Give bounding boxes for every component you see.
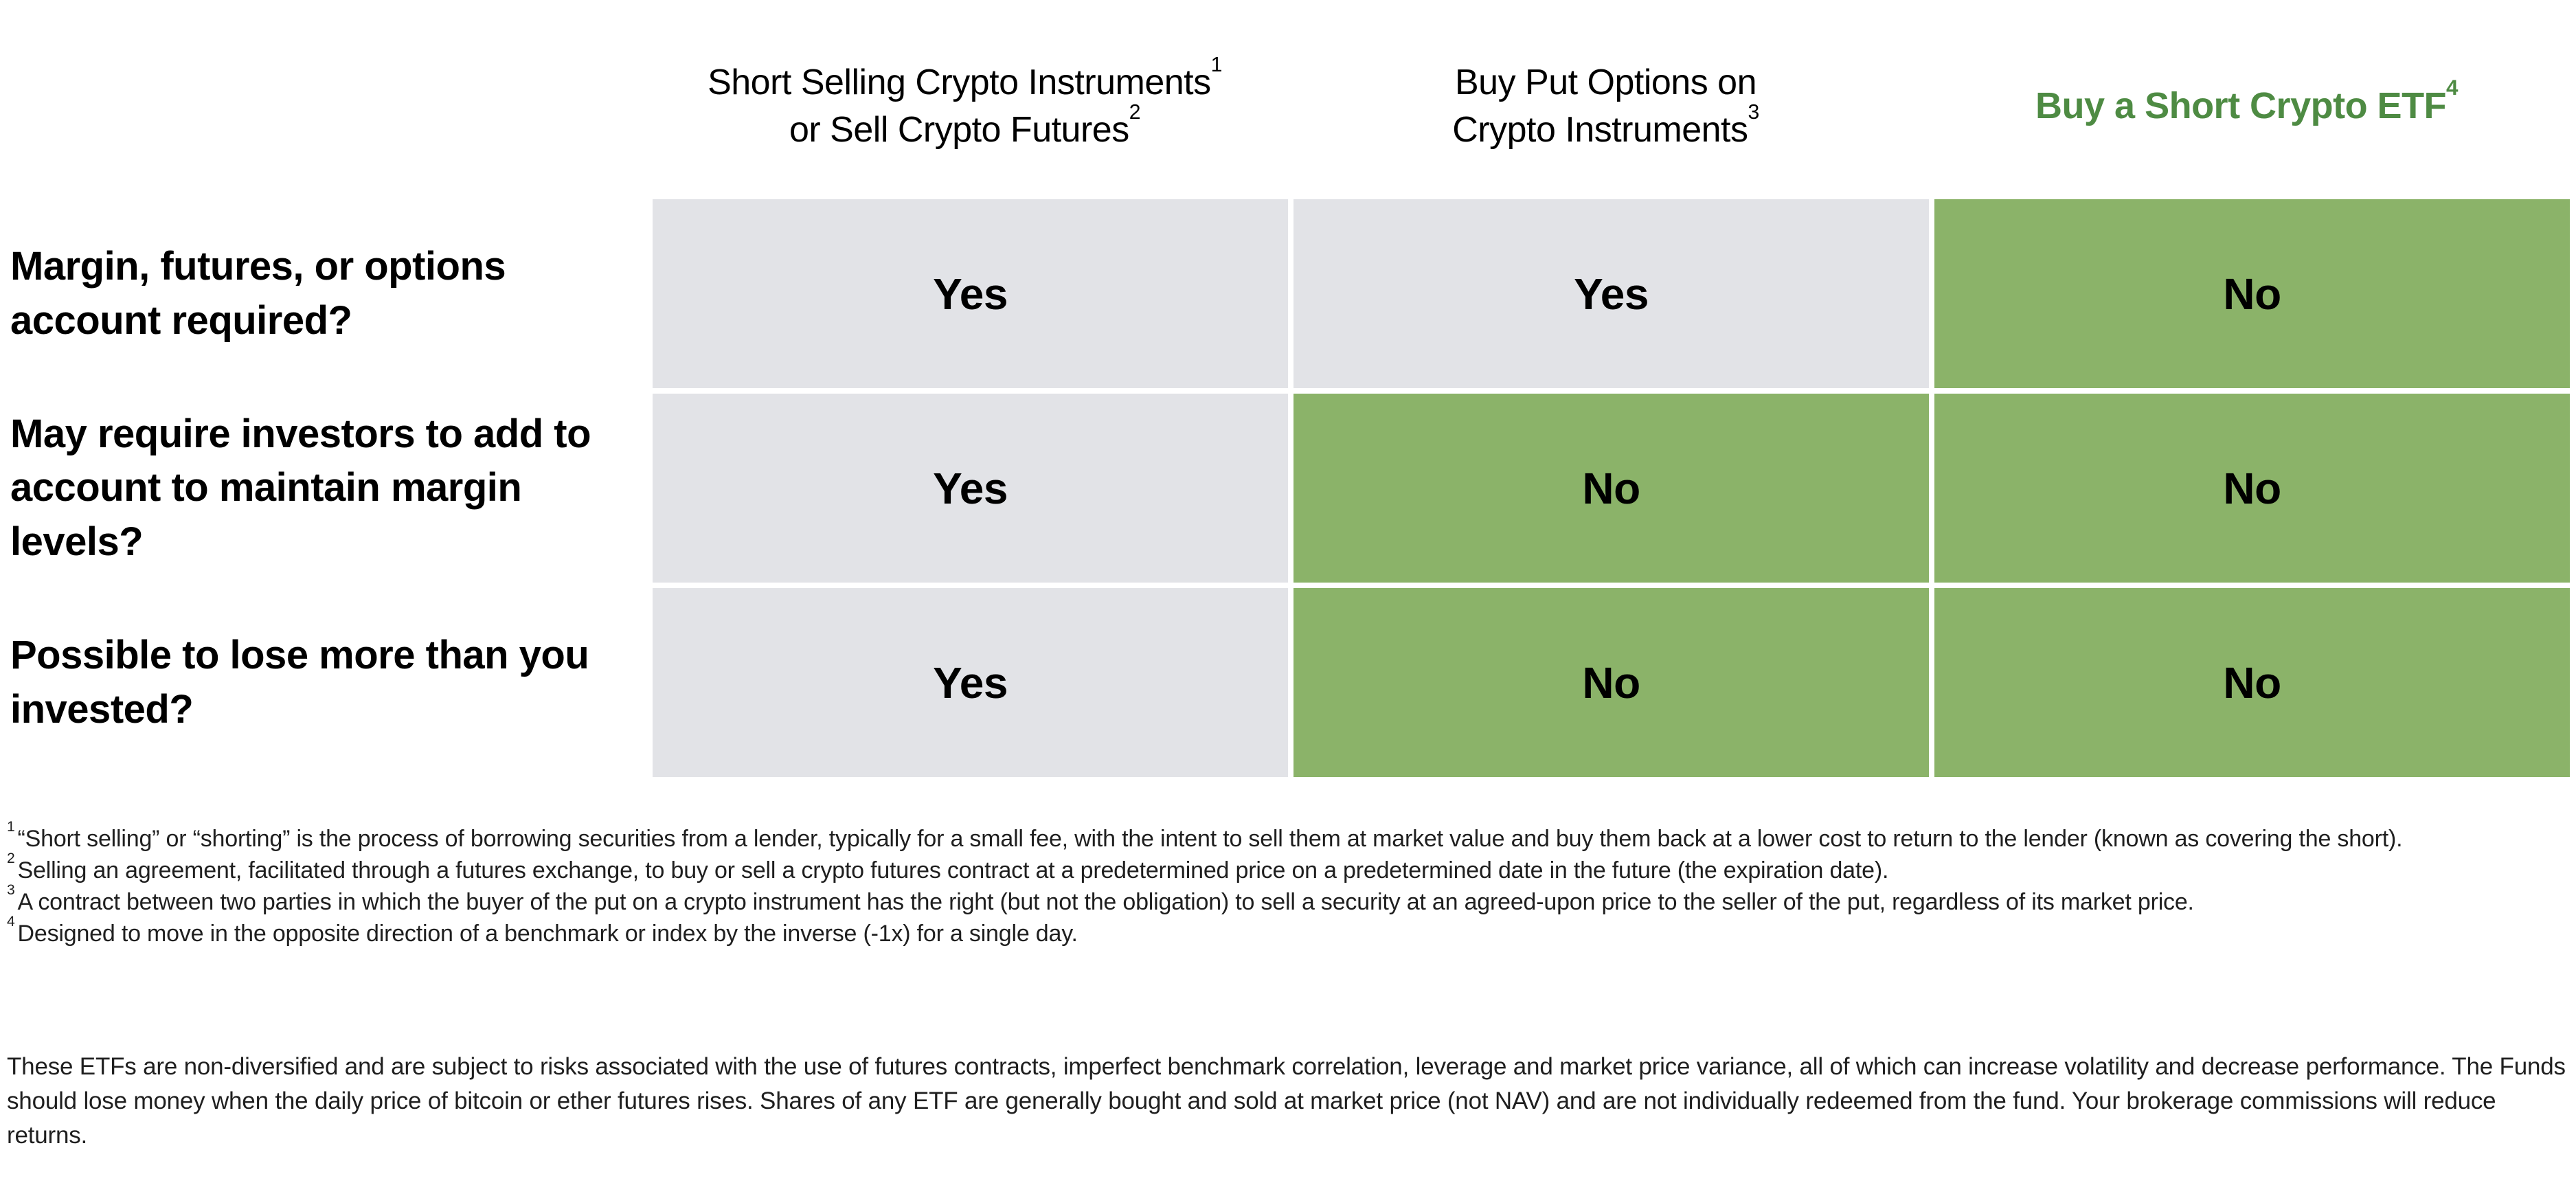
column-header-short-crypto-etf: Buy a Short Crypto ETF4 [1929, 34, 2564, 179]
footnote-3-text: A contract between two parties in which … [17, 889, 2194, 915]
row-question-maintain-margin: May require investors to add to account … [0, 394, 647, 583]
answer-cell-r2c3: No [1934, 394, 2570, 583]
footnote-4-marker: 4 [7, 914, 15, 930]
answer-cell-r1c1: Yes [653, 199, 1288, 388]
header-col3-footnote-marker: 4 [2446, 75, 2458, 100]
answer-cell-r3c3: No [1934, 588, 2570, 777]
row-question-lose-more: Possible to lose more than you invested? [0, 588, 647, 777]
header-col2-line2: Crypto Instruments [1452, 110, 1748, 150]
comparison-table: Margin, futures, or options account requ… [0, 199, 2570, 777]
answer-cell-r2c1: Yes [653, 394, 1288, 583]
answer-cell-r1c3: No [1934, 199, 2570, 388]
header-col1-footnote-marker-2: 2 [1129, 100, 1141, 124]
header-col1-line2: or Sell Crypto Futures [789, 110, 1129, 150]
column-header-short-selling: Short Selling Crypto Instruments1 or Sel… [647, 34, 1283, 179]
header-col1-footnote-marker-1: 1 [1210, 53, 1223, 76]
header-col3-title: Buy a Short Crypto ETF [2035, 85, 2447, 127]
footnote-1-marker: 1 [7, 819, 15, 835]
header-col1-line1: Short Selling Crypto Instruments [708, 63, 1211, 103]
column-header-short-crypto-etf-text: Buy a Short Crypto ETF4 [2035, 77, 2458, 131]
answer-cell-r1c2: Yes [1293, 199, 1929, 388]
footnote-4-text: Designed to move in the opposite directi… [17, 921, 1078, 947]
footnotes-block: 1 “Short selling” or “shorting” is the pr… [7, 820, 2562, 949]
footnote-2-text: Selling an agreement, facilitated throug… [17, 857, 1889, 883]
footnote-4: 4 Designed to move in the opposite direct… [7, 914, 2562, 949]
footnote-2-marker: 2 [7, 851, 15, 867]
answer-cell-r3c2: No [1293, 588, 1929, 777]
footnote-1-text: “Short selling” or “shorting” is the pro… [17, 826, 2403, 852]
header-col2-line1: Buy Put Options on [1454, 63, 1757, 103]
column-header-short-selling-text: Short Selling Crypto Instruments1 or Sel… [708, 54, 1222, 153]
disclaimer-paragraph: These ETFs are non-diversified and are s… [7, 1053, 2566, 1149]
row-question-account-required: Margin, futures, or options account requ… [0, 199, 647, 388]
header-col2-footnote-marker: 3 [1748, 100, 1759, 124]
column-headers: Short Selling Crypto Instruments1 or Sel… [647, 34, 2570, 179]
footnote-2: 2 Selling an agreement, facilitated throu… [7, 851, 2562, 886]
column-header-put-options-text: Buy Put Options on Crypto Instruments3 [1452, 59, 1759, 153]
column-header-put-options: Buy Put Options on Crypto Instruments3 [1288, 34, 1923, 179]
footnote-3-marker: 3 [7, 882, 15, 899]
answer-cell-r3c1: Yes [653, 588, 1288, 777]
footnote-1: 1 “Short selling” or “shorting” is the pr… [7, 820, 2562, 855]
answer-cell-r2c2: No [1293, 394, 1929, 583]
